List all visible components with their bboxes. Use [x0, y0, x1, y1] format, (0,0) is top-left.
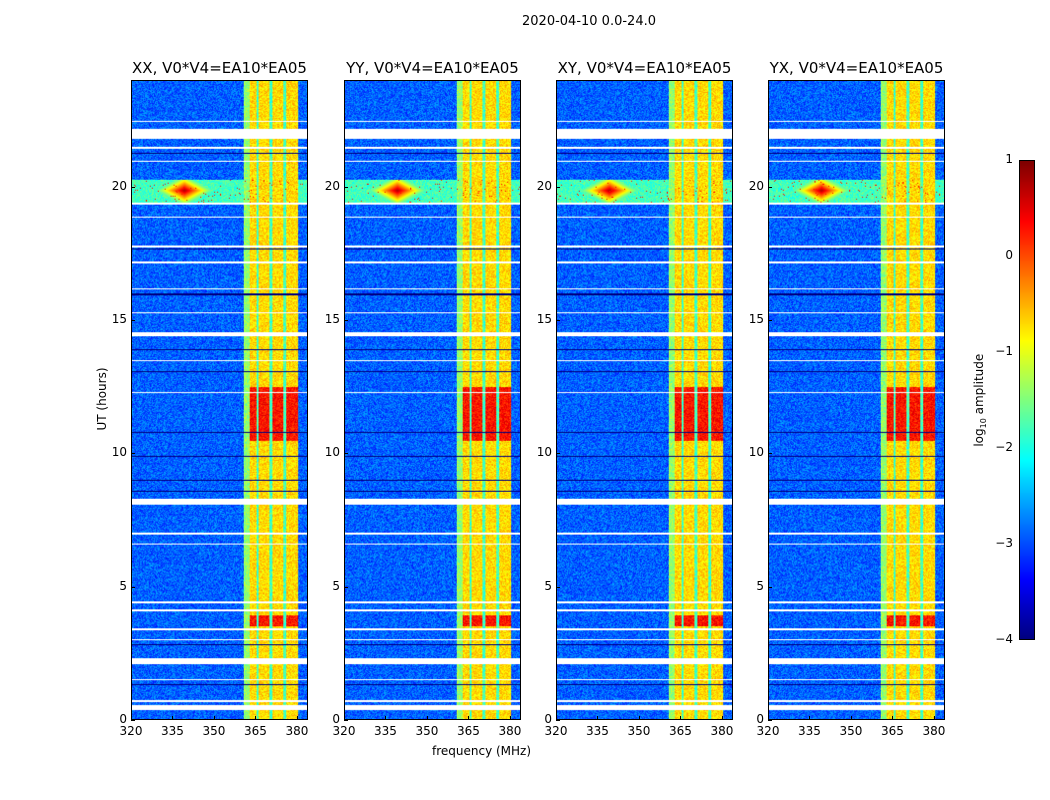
colorbar-tick-label: −3: [995, 536, 1013, 550]
y-tick-mark: [768, 186, 772, 188]
panel-title: XX, V0*V4=EA10*EA05: [132, 59, 307, 77]
y-tick-mark: [131, 453, 135, 455]
x-tick-label: 380: [498, 724, 522, 738]
y-tick-label: 10: [748, 445, 764, 460]
heatmap-panel-2: [556, 80, 733, 720]
x-tick-label: 380: [922, 724, 946, 738]
x-tick-mark: [892, 716, 894, 720]
y-tick-mark: [131, 586, 135, 588]
x-tick-label: 335: [586, 724, 609, 738]
colorbar-tick-label: −4: [995, 632, 1013, 646]
y-tick-label: 10: [111, 445, 127, 460]
x-tick-mark: [385, 716, 387, 720]
x-tick-label: 335: [798, 724, 821, 738]
x-tick-mark: [344, 716, 345, 720]
x-tick-label: 320: [544, 724, 568, 738]
y-tick-label: 0: [756, 712, 764, 726]
y-tick-mark: [556, 320, 560, 321]
x-tick-mark: [933, 716, 935, 720]
x-tick-label: 350: [839, 724, 863, 738]
x-tick-mark: [131, 716, 132, 720]
heatmap-panel-1: [344, 80, 521, 720]
y-tick-mark: [768, 586, 772, 588]
heatmap-panel-3: [768, 80, 945, 720]
x-tick-mark: [638, 716, 640, 720]
colorbar-tick-label: −1: [995, 344, 1013, 358]
panel-title: YX, V0*V4=EA10*EA05: [769, 59, 944, 77]
x-tick-mark: [680, 716, 682, 720]
x-tick-label: 365: [457, 724, 480, 738]
y-tick-mark: [344, 720, 348, 721]
y-tick-label: 20: [111, 178, 127, 193]
y-tick-mark: [344, 320, 348, 321]
colorbar: [1019, 160, 1035, 640]
y-tick-mark: [768, 320, 772, 321]
y-tick-mark: [344, 186, 348, 188]
y-tick-label: 20: [536, 178, 552, 193]
y-tick-mark: [556, 586, 560, 588]
y-tick-mark: [344, 453, 348, 455]
x-tick-mark: [509, 716, 511, 720]
x-tick-label: 380: [285, 724, 309, 738]
x-tick-label: 320: [119, 724, 143, 738]
y-tick-label: 15: [111, 312, 127, 326]
y-tick-label: 5: [544, 578, 552, 593]
y-tick-mark: [768, 453, 772, 455]
panel-title: XY, V0*V4=EA10*EA05: [557, 59, 732, 77]
x-tick-label: 365: [669, 724, 692, 738]
y-tick-label: 0: [544, 712, 552, 726]
x-tick-label: 320: [756, 724, 780, 738]
colorbar-tick-label: 1: [1005, 152, 1013, 166]
x-tick-mark: [255, 716, 257, 720]
x-tick-label: 350: [415, 724, 439, 738]
y-tick-label: 5: [756, 578, 764, 593]
y-tick-label: 10: [536, 445, 552, 460]
x-tick-mark: [768, 716, 769, 720]
x-tick-mark: [213, 716, 215, 720]
x-tick-mark: [172, 716, 174, 720]
panel-title: YY, V0*V4=EA10*EA05: [346, 59, 519, 77]
y-tick-label: 0: [119, 712, 127, 726]
x-tick-label: 365: [881, 724, 904, 738]
x-tick-label: 350: [202, 724, 226, 738]
y-tick-label: 15: [748, 312, 764, 326]
y-tick-mark: [344, 586, 348, 588]
y-tick-mark: [556, 720, 560, 721]
x-tick-mark: [850, 716, 852, 720]
y-axis-label: UT (hours): [95, 367, 109, 431]
x-tick-label: 365: [244, 724, 267, 738]
heatmap-panel-0: [131, 80, 308, 720]
x-tick-mark: [556, 716, 557, 720]
y-tick-mark: [131, 320, 135, 321]
y-tick-mark: [131, 720, 135, 721]
y-tick-mark: [131, 186, 135, 188]
figure-title: 2020-04-10 0.0-24.0: [522, 14, 656, 29]
x-tick-label: 350: [627, 724, 651, 738]
y-tick-mark: [768, 720, 772, 721]
x-tick-mark: [426, 716, 428, 720]
colorbar-tick-label: 0: [1005, 248, 1013, 262]
y-tick-label: 15: [324, 312, 340, 326]
y-tick-label: 20: [748, 178, 764, 193]
x-tick-mark: [296, 716, 298, 720]
x-tick-mark: [597, 716, 599, 720]
y-tick-label: 5: [119, 578, 127, 593]
colorbar-tick-label: −2: [995, 440, 1013, 454]
y-tick-label: 5: [332, 578, 340, 593]
colorbar-label: log10 amplitude: [971, 353, 989, 447]
y-tick-label: 10: [324, 445, 340, 460]
x-tick-label: 320: [332, 724, 356, 738]
y-tick-label: 20: [324, 178, 340, 193]
x-tick-label: 380: [710, 724, 734, 738]
x-tick-label: 335: [161, 724, 184, 738]
y-tick-mark: [556, 453, 560, 455]
x-tick-label: 335: [374, 724, 397, 738]
y-tick-label: 15: [536, 312, 552, 326]
x-tick-mark: [468, 716, 470, 720]
y-tick-mark: [556, 186, 560, 188]
x-tick-mark: [721, 716, 723, 720]
x-tick-mark: [809, 716, 811, 720]
y-tick-label: 0: [332, 712, 340, 726]
x-axis-label: frequency (MHz): [432, 744, 532, 758]
